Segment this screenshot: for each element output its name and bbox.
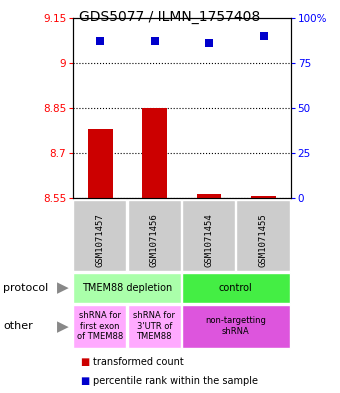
Text: TMEM88 depletion: TMEM88 depletion bbox=[82, 283, 172, 293]
Text: percentile rank within the sample: percentile rank within the sample bbox=[94, 376, 258, 386]
Text: shRNA for
3'UTR of
TMEM88: shRNA for 3'UTR of TMEM88 bbox=[133, 311, 175, 341]
Text: GSM1071456: GSM1071456 bbox=[150, 213, 159, 267]
Text: shRNA for
first exon
of TMEM88: shRNA for first exon of TMEM88 bbox=[76, 311, 123, 341]
Bar bbox=[142, 108, 167, 198]
Text: GSM1071454: GSM1071454 bbox=[204, 213, 213, 267]
Point bbox=[206, 40, 212, 46]
Bar bbox=[251, 196, 276, 198]
Point bbox=[152, 38, 157, 44]
Text: control: control bbox=[219, 283, 253, 293]
Text: transformed count: transformed count bbox=[94, 356, 184, 367]
Text: protocol: protocol bbox=[3, 283, 49, 293]
Bar bbox=[88, 129, 113, 198]
Text: GDS5077 / ILMN_1757408: GDS5077 / ILMN_1757408 bbox=[79, 10, 261, 24]
Bar bbox=[197, 194, 221, 198]
Text: ■: ■ bbox=[80, 376, 89, 386]
Text: ▶: ▶ bbox=[57, 280, 69, 296]
Point bbox=[261, 33, 266, 39]
Text: ▶: ▶ bbox=[57, 319, 69, 334]
Text: non-targetting
shRNA: non-targetting shRNA bbox=[205, 316, 266, 336]
Text: other: other bbox=[3, 321, 33, 331]
Text: GSM1071457: GSM1071457 bbox=[95, 213, 104, 267]
Text: ■: ■ bbox=[80, 356, 89, 367]
Point bbox=[98, 38, 103, 44]
Text: GSM1071455: GSM1071455 bbox=[258, 213, 268, 267]
